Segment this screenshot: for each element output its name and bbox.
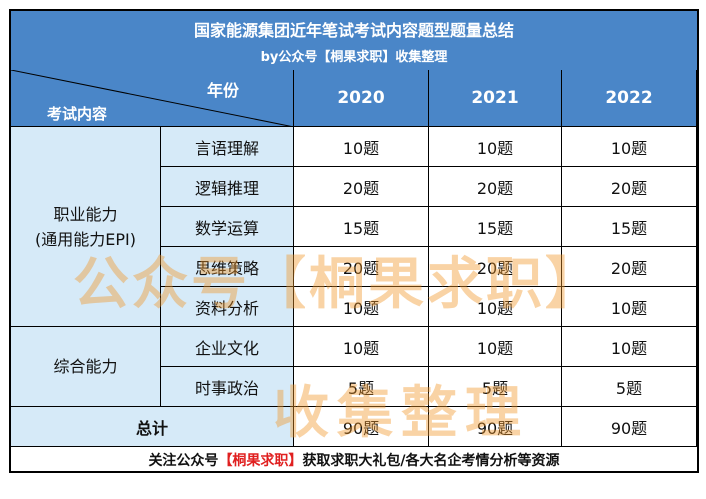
question-count-cell: 10题 xyxy=(429,287,562,327)
question-count-cell: 10题 xyxy=(294,127,429,167)
footer-highlight: 【桐果求职】 xyxy=(218,453,303,469)
subject-item-cell: 逻辑推理 xyxy=(161,167,294,207)
footer-suffix: 获取求职大礼包/各大名企考情分析等资源 xyxy=(302,453,560,469)
year-header-2022: 2022 xyxy=(562,70,697,127)
year-header-2021: 2021 xyxy=(429,70,562,127)
subject-item-cell: 数学运算 xyxy=(161,207,294,247)
question-count-cell: 20题 xyxy=(562,247,697,287)
question-count-cell: 10题 xyxy=(294,327,429,367)
corner-diagonal-line xyxy=(11,70,294,127)
subject-item-cell: 思维策略 xyxy=(161,247,294,287)
summary-table: 国家能源集团近年笔试考试内容题型题量总结 by公众号【桐果求职】收集整理 年份 … xyxy=(9,9,699,473)
total-label-cell: 总计 xyxy=(11,407,294,447)
year-header-label: 年份 xyxy=(207,81,240,100)
footer-prefix: 关注公众号 xyxy=(148,453,219,469)
question-count-cell: 20题 xyxy=(294,247,429,287)
question-count-cell: 10题 xyxy=(429,127,562,167)
question-count-cell: 10题 xyxy=(429,327,562,367)
question-count-cell: 20题 xyxy=(429,247,562,287)
category-cell: 综合能力 xyxy=(11,327,161,407)
question-count-cell: 20题 xyxy=(429,167,562,207)
footer-note: 关注公众号 【桐果求职】 获取求职大礼包/各大名企考情分析等资源 xyxy=(11,449,697,471)
question-count-cell: 5题 xyxy=(562,367,697,407)
question-count-cell: 10题 xyxy=(562,127,697,167)
total-value-cell: 90题 xyxy=(429,407,562,447)
question-count-cell: 20题 xyxy=(562,167,697,207)
table-title-banner: 国家能源集团近年笔试考试内容题型题量总结 by公众号【桐果求职】收集整理 xyxy=(11,11,697,70)
category-cell: 职业能力 (通用能力EPI) xyxy=(11,127,161,327)
subject-item-cell: 言语理解 xyxy=(161,127,294,167)
question-count-cell: 10题 xyxy=(294,287,429,327)
subject-item-cell: 时事政治 xyxy=(161,367,294,407)
subject-item-cell: 资料分析 xyxy=(161,287,294,327)
subject-item-cell: 企业文化 xyxy=(161,327,294,367)
subject-header-label: 考试内容 xyxy=(47,105,108,123)
header-corner-cell: 年份 考试内容 xyxy=(11,70,294,127)
question-count-cell: 15题 xyxy=(429,207,562,247)
question-count-cell: 10题 xyxy=(562,327,697,367)
total-value-cell: 90题 xyxy=(294,407,429,447)
question-count-cell: 15题 xyxy=(294,207,429,247)
question-count-cell: 10题 xyxy=(562,287,697,327)
table-title: 国家能源集团近年笔试考试内容题型题量总结 xyxy=(193,21,514,40)
question-count-cell: 20题 xyxy=(294,167,429,207)
total-value-cell: 90题 xyxy=(562,407,697,447)
question-count-cell: 5题 xyxy=(294,367,429,407)
question-count-cell: 15题 xyxy=(562,207,697,247)
year-header-2020: 2020 xyxy=(294,70,429,127)
table-subtitle: by公众号【桐果求职】收集整理 xyxy=(260,50,448,65)
question-count-cell: 5题 xyxy=(429,367,562,407)
